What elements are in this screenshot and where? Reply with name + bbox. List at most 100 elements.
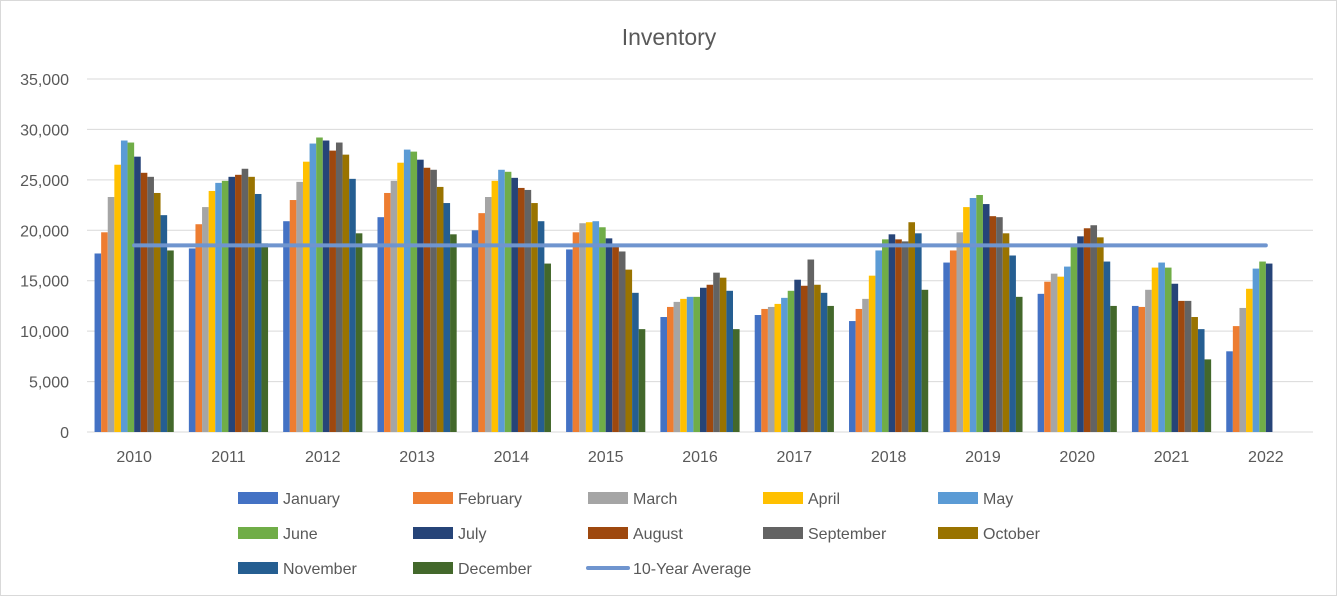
bar-june-2022	[1259, 261, 1266, 432]
bar-september-2013	[430, 169, 437, 432]
bar-may-2021	[1158, 262, 1165, 432]
bar-may-2022	[1252, 268, 1260, 432]
bar-december-2011	[261, 243, 269, 432]
bar-february-2016	[667, 306, 674, 432]
bar-march-2017	[767, 306, 775, 432]
y-tick-label: 20,000	[20, 223, 69, 240]
legend-swatch-april	[763, 492, 803, 504]
x-tick-label: 2012	[305, 449, 341, 466]
y-axis-tick-labels: 0 5,000 10,000 15,000 20,000 25,000 30,000 35,0…	[20, 72, 69, 442]
bar-march-2011	[202, 207, 209, 432]
bar-november-2020	[1103, 261, 1111, 432]
legend-label-april: April	[808, 491, 840, 508]
bar-january-2020	[1037, 293, 1045, 432]
bar-january-2010	[94, 253, 102, 432]
bar-january-2019	[943, 262, 950, 432]
bar-august-2018	[895, 239, 902, 432]
bar-august-2014	[517, 187, 525, 432]
legend-swatch-september	[763, 527, 803, 539]
bar-july-2010	[134, 156, 141, 432]
bar-september-2014	[524, 189, 532, 432]
legend-swatch-june	[238, 527, 278, 539]
bar-may-2014	[498, 169, 505, 432]
bar-january-2014	[471, 230, 479, 432]
x-tick-label: 2013	[399, 449, 435, 466]
x-tick-label: 2010	[116, 449, 152, 466]
bar-november-2018	[915, 233, 922, 432]
y-tick-label: 35,000	[20, 72, 69, 89]
x-tick-label: 2021	[1154, 449, 1190, 466]
bar-august-2017	[800, 285, 808, 432]
y-tick-label: 10,000	[20, 324, 69, 341]
bar-november-2013	[443, 203, 451, 432]
bar-october-2020	[1097, 237, 1104, 432]
bar-july-2019	[982, 204, 990, 432]
bar-april-2017	[774, 303, 782, 432]
bar-june-2021	[1164, 267, 1172, 432]
bar-november-2019	[1009, 255, 1016, 432]
legend-label-february: February	[458, 491, 522, 508]
bar-november-2021	[1197, 329, 1205, 432]
bar-november-2016	[726, 290, 733, 432]
bar-december-2020	[1110, 305, 1117, 432]
bar-february-2017	[761, 308, 768, 432]
legend-label-december: December	[458, 561, 532, 578]
bar-april-2014	[491, 180, 499, 432]
x-axis-tick-labels: 2010 2011 2012 2013 2014 2015 2016 2017 2018 2019…	[116, 449, 1283, 466]
bar-november-2014	[537, 221, 545, 432]
bar-october-2010	[153, 192, 161, 432]
bar-march-2018	[862, 298, 869, 432]
bar-august-2020	[1083, 228, 1091, 432]
bar-june-2015	[599, 227, 606, 432]
bar-february-2014	[478, 213, 485, 432]
bar-july-2017	[794, 279, 801, 432]
bar-january-2016	[660, 317, 667, 432]
bar-february-2018	[855, 308, 863, 432]
bar-october-2016	[719, 277, 727, 432]
bar-june-2013	[410, 151, 418, 432]
bar-february-2010	[101, 232, 108, 432]
bar-december-2010	[167, 250, 174, 432]
x-tick-label: 2015	[588, 449, 624, 466]
legend-label-may: May	[983, 491, 1013, 508]
bar-december-2012	[355, 233, 363, 432]
bar-january-2018	[849, 321, 856, 432]
bar-april-2021	[1151, 267, 1159, 432]
bar-october-2012	[342, 154, 350, 432]
bar-october-2018	[908, 222, 916, 432]
bar-january-2017	[754, 315, 762, 432]
x-tick-label: 2011	[211, 449, 246, 466]
x-tick-label: 2018	[871, 449, 907, 466]
legend-label-october: October	[983, 526, 1041, 543]
bar-july-2016	[700, 287, 707, 432]
y-tick-label: 15,000	[20, 274, 69, 291]
bar-september-2018	[901, 241, 909, 432]
x-tick-label: 2017	[777, 449, 813, 466]
bar-february-2013	[384, 192, 391, 432]
bar-october-2021	[1191, 317, 1198, 432]
bar-july-2015	[605, 238, 613, 432]
bar-april-2020	[1057, 276, 1065, 432]
bar-may-2012	[309, 143, 317, 433]
bar-june-2010	[127, 142, 135, 433]
bar-february-2019	[949, 250, 957, 432]
x-tick-label: 2016	[682, 449, 718, 466]
bar-may-2017	[781, 297, 788, 432]
legend-swatch-november	[238, 562, 278, 574]
bar-august-2021	[1178, 300, 1185, 432]
bar-december-2017	[827, 305, 834, 432]
bar-february-2011	[195, 224, 203, 432]
bar-july-2011	[228, 176, 236, 432]
bar-december-2019	[1015, 296, 1023, 432]
bar-february-2021	[1138, 306, 1146, 432]
bar-august-2016	[706, 284, 714, 432]
bar-june-2019	[976, 194, 983, 432]
bar-july-2020	[1077, 236, 1084, 432]
x-tick-label: 2022	[1248, 449, 1284, 466]
bar-march-2015	[579, 223, 586, 432]
bar-may-2020	[1064, 266, 1071, 432]
bar-april-2010	[114, 164, 121, 433]
legend-label-10-year-average: 10-Year Average	[633, 561, 751, 578]
bar-november-2017	[820, 292, 828, 432]
